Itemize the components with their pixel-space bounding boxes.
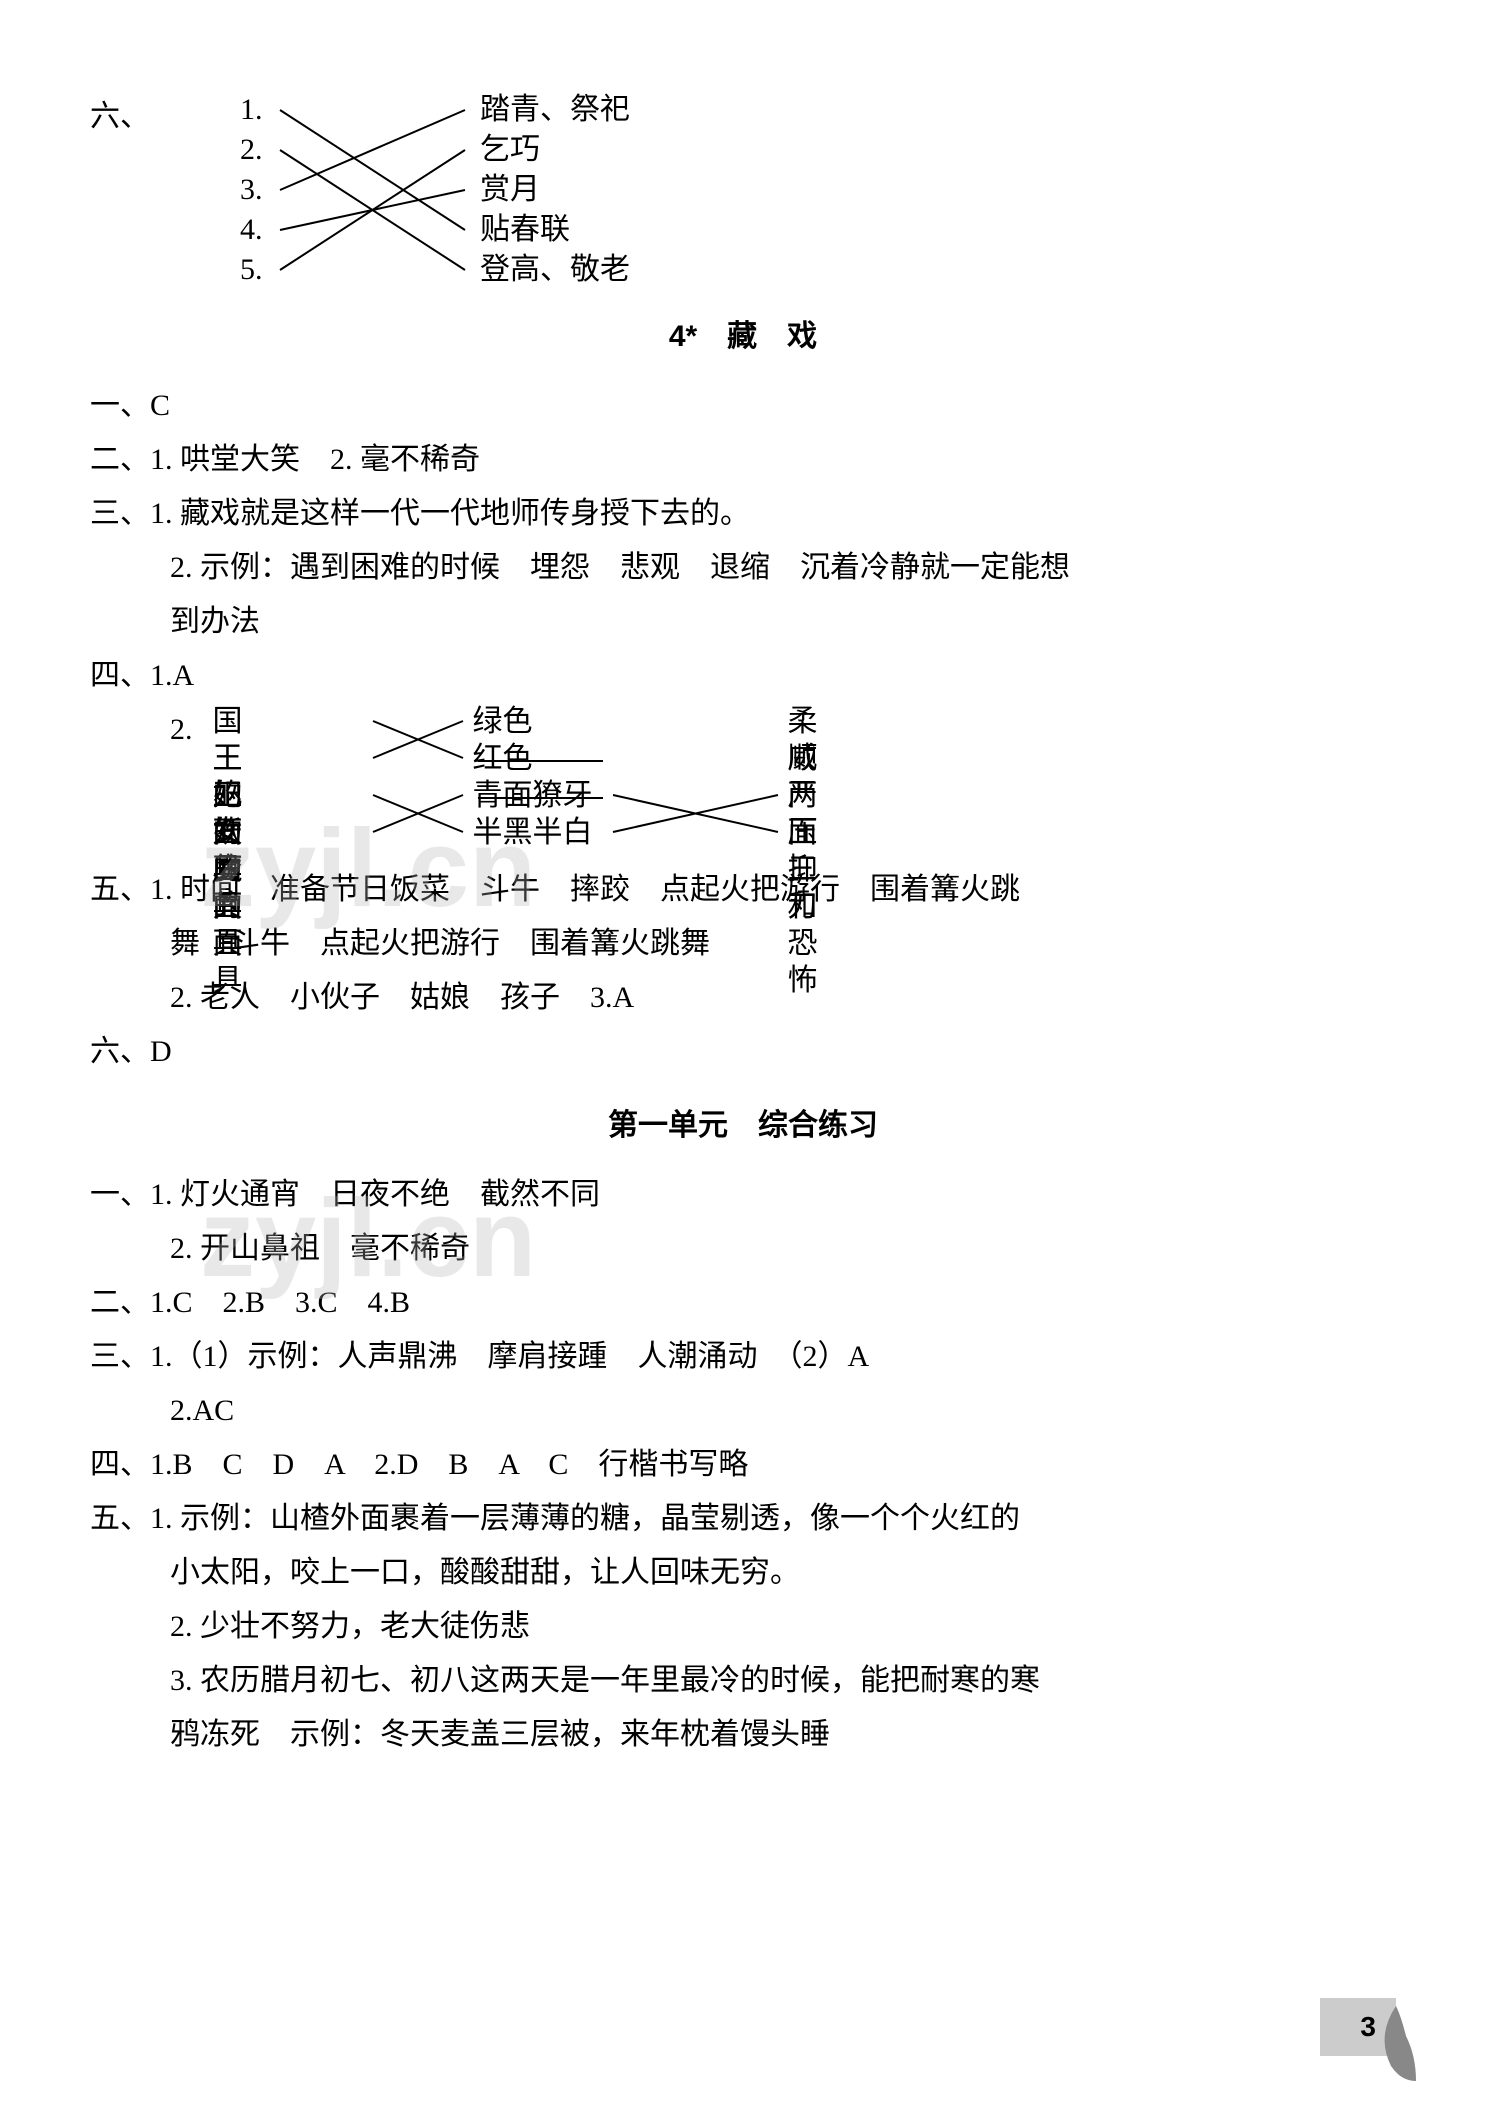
s2-q4-label: 四、 <box>90 1448 150 1481</box>
m2c3-1: 柔顺 <box>788 703 818 740</box>
s1-q4-label: 四、 <box>90 659 150 692</box>
question-6-matching: 六、 1. 2. 3. 4. 5. 踏青、祭祀 <box>90 90 1396 290</box>
s2-q4-ans: 1.B C D A 2.D B A C 行楷书写略 <box>150 1448 748 1481</box>
m2-col2: 绿色 红色 青面獠牙 半黑半白 <box>473 703 608 851</box>
s1-q4-2-prefix: 2. <box>90 703 213 853</box>
s2-q5-2: 2. 少壮不努力，老大徒伤悲 <box>90 1600 1396 1654</box>
s1-q5-a1: 1. 时间 准备节日饭菜 斗牛 摔跤 点起火把游行 围着篝火跳 <box>150 873 1020 906</box>
s1-q1-label: 一、 <box>90 389 150 422</box>
s1-q1-answer: C <box>150 389 170 422</box>
match-svg-lines <box>240 90 480 310</box>
s2-q3-2: 2.AC <box>90 1384 1396 1438</box>
s2-q2-ans: 1.C 2.B 3.C 4.B <box>150 1286 410 1319</box>
section1-title: 4* 藏 戏 <box>90 310 1396 364</box>
s1-q5-1b: 舞 斗牛 点起火把游行 围着篝火跳舞 <box>90 917 1396 971</box>
s1-q6: 六、D <box>90 1025 1396 1079</box>
s1-q3-1: 三、1. 藏戏就是这样一代一代地师传身授下去的。 <box>90 487 1396 541</box>
s2-q1-a1: 1. 灯火通宵 日夜不绝 截然不同 <box>150 1178 600 1211</box>
s2-q2: 二、1.C 2.B 3.C 4.B <box>90 1276 1396 1330</box>
s1-q2: 二、1. 哄堂大笑 2. 毫不稀奇 <box>90 433 1396 487</box>
s2-q5-a1: 1. 示例：山楂外面裹着一层薄薄的糖，晶莹剔透，像一个个火红的 <box>150 1502 1020 1535</box>
m2c1-2: 王妃的面具 <box>213 740 243 777</box>
s2-q3-a1: 1.（1）示例：人声鼎沸 摩肩接踵 人潮涌动 （2）A <box>150 1340 869 1373</box>
s1-q6-label: 六、 <box>90 1035 150 1068</box>
s1-q2-label: 二、 <box>90 443 150 476</box>
match-left-4: 4. <box>240 210 263 250</box>
s2-q1-1: 一、1. 灯火通宵 日夜不绝 截然不同 <box>90 1168 1396 1222</box>
s1-q3-a1: 1. 藏戏就是这样一代一代地师传身授下去的。 <box>150 497 750 530</box>
match-left-2: 2. <box>240 130 263 170</box>
s1-q4-2-row: 2. 国王的面具 王妃的面具 巫女的面具 妖魔的面具 绿色 红色 青面獠牙 半黑… <box>90 703 1396 853</box>
m2c3-3: 两面三刀 <box>788 777 818 814</box>
s2-q5-3: 3. 农历腊月初七、初八这两天是一年里最冷的时候，能把耐寒的寒 <box>90 1654 1396 1708</box>
s2-q1-2: 2. 开山鼻祖 毫不稀奇 <box>90 1222 1396 1276</box>
match-left-column: 1. 2. 3. 4. 5. <box>240 90 263 290</box>
s2-q4: 四、1.B C D A 2.D B A C 行楷书写略 <box>90 1438 1396 1492</box>
m2c2-3: 青面獠牙 <box>473 777 608 814</box>
match-right-2: 乞巧 <box>480 130 630 170</box>
m2-col1: 国王的面具 王妃的面具 巫女的面具 妖魔的面具 <box>213 703 243 851</box>
m2c1-4: 妖魔的面具 <box>213 814 243 851</box>
s2-q5-1b: 小太阳，咬上一口，酸酸甜甜，让人回味无穷。 <box>90 1546 1396 1600</box>
s1-q5-1: 五、1. 时间 准备节日饭菜 斗牛 摔跤 点起火把游行 围着篝火跳 <box>90 863 1396 917</box>
match-left-5: 5. <box>240 250 263 290</box>
q6-label: 六、 <box>90 90 150 290</box>
s2-q5-1: 五、1. 示例：山楂外面裹着一层薄薄的糖，晶莹剔透，像一个个火红的 <box>90 1492 1396 1546</box>
corner-leaf-icon <box>1366 1996 1426 2086</box>
s2-q1-label: 一、 <box>90 1178 150 1211</box>
s2-q5-3b: 鸦冻死 示例：冬天麦盖三层被，来年枕着馒头睡 <box>90 1708 1396 1762</box>
match-right-column: 踏青、祭祀 乞巧 赏月 贴春联 登高、敬老 <box>480 90 630 290</box>
m2c3-2: 威严 <box>788 740 818 777</box>
match-left-1: 1. <box>240 90 263 130</box>
s1-q3-2b: 到办法 <box>90 595 1396 649</box>
s1-q2-a2: 2. 毫不稀奇 <box>330 443 480 476</box>
s2-q2-label: 二、 <box>90 1286 150 1319</box>
match-right-5: 登高、敬老 <box>480 250 630 290</box>
m2c1-1: 国王的面具 <box>213 703 243 740</box>
s1-q4-a1: 1.A <box>150 659 194 692</box>
s1-q6-answer: D <box>150 1035 172 1068</box>
s1-q3-label: 三、 <box>90 497 150 530</box>
m2c1-3: 巫女的面具 <box>213 777 243 814</box>
m2c2-1: 绿色 <box>473 703 608 740</box>
match-right-4: 贴春联 <box>480 210 630 250</box>
page-content: 六、 1. 2. 3. 4. 5. 踏青、祭祀 <box>0 0 1486 1822</box>
s1-q1: 一、C <box>90 379 1396 433</box>
m2-lines-bc <box>603 703 803 863</box>
s1-q5-2: 2. 老人 小伙子 姑娘 孩子 3.A <box>90 971 1396 1025</box>
s2-q3-1: 三、1.（1）示例：人声鼎沸 摩肩接踵 人潮涌动 （2）A <box>90 1330 1396 1384</box>
s1-q5-label: 五、 <box>90 873 150 906</box>
section2-title: 第一单元 综合练习 <box>90 1099 1396 1153</box>
s2-q3-label: 三、 <box>90 1340 150 1373</box>
match-right-3: 赏月 <box>480 170 630 210</box>
s2-q5-label: 五、 <box>90 1502 150 1535</box>
match-right-1: 踏青、祭祀 <box>480 90 630 130</box>
m2-col3: 柔顺 威严 两面三刀 压抑和恐怖 <box>788 703 818 851</box>
m2c2-4: 半黑半白 <box>473 814 608 851</box>
s1-q2-a1: 1. 哄堂大笑 <box>150 443 300 476</box>
s1-q3-2: 2. 示例：遇到困难的时候 埋怨 悲观 退缩 沉着冷静就一定能想 <box>90 541 1396 595</box>
m2c3-4: 压抑和恐怖 <box>788 814 818 851</box>
s1-q4-1: 四、1.A <box>90 649 1396 703</box>
match-left-3: 3. <box>240 170 263 210</box>
